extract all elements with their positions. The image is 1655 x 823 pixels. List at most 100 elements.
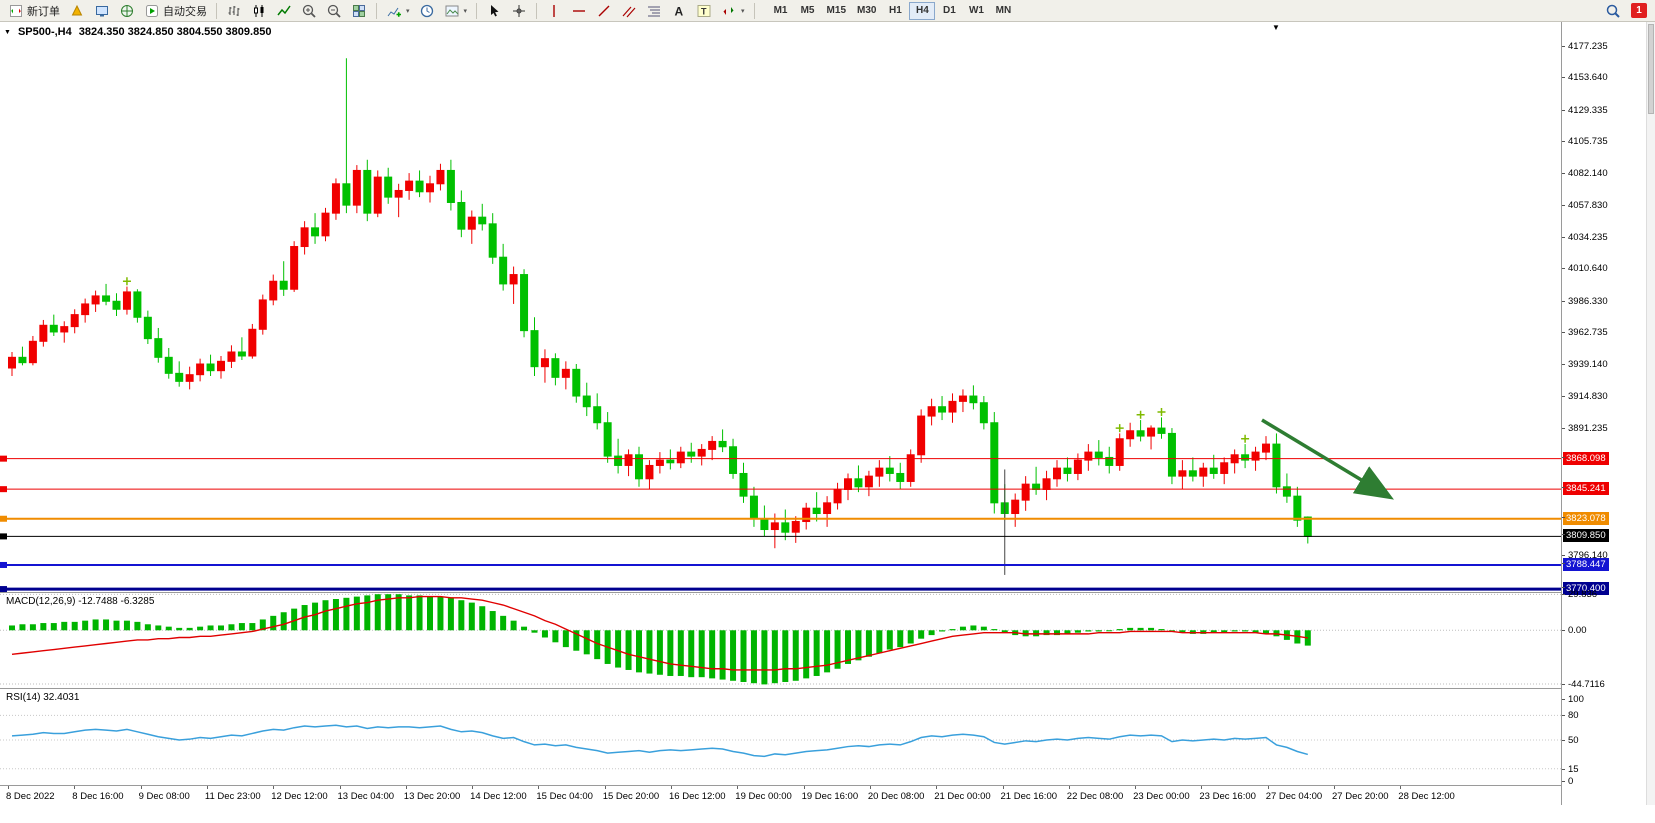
rsi-axis-label: 15	[1568, 763, 1579, 775]
line-chart-button[interactable]	[272, 1, 296, 21]
crosshair-button[interactable]	[507, 1, 531, 21]
dropdown-caret-icon: ▾	[406, 7, 410, 15]
candle-body	[1073, 459, 1082, 474]
profiles-button[interactable]	[65, 1, 89, 21]
horizontal-line-button[interactable]	[567, 1, 591, 21]
time-axis[interactable]: 8 Dec 2022 8 Dec 16:00 9 Dec 08:00 11 Dec 2…	[0, 786, 1561, 805]
time-tick	[936, 786, 938, 789]
candle-body	[676, 451, 685, 464]
time-tick	[206, 786, 208, 789]
candle-body	[457, 201, 466, 230]
candle-body	[373, 176, 382, 214]
timeframe-d1-button[interactable]: D1	[936, 2, 962, 20]
macd-bar	[458, 600, 465, 631]
timeframe-mn-button[interactable]: MN	[990, 2, 1016, 20]
chart-shift-marker[interactable]: ▼	[1272, 23, 1280, 32]
panel-separator[interactable]	[0, 688, 1655, 689]
macd-bar	[813, 630, 820, 676]
axis-tick	[1562, 740, 1565, 741]
rsi-line	[11, 724, 1309, 758]
axis-tick	[1562, 427, 1565, 429]
macd-bar	[50, 623, 57, 631]
time-tick	[74, 786, 76, 789]
macd-bar	[207, 625, 214, 631]
time-tick	[1135, 786, 1137, 789]
main-chart-canvas[interactable]	[0, 22, 1561, 592]
label-tool-button[interactable]: T	[692, 1, 716, 21]
label-tool-icon: T	[697, 4, 711, 17]
macd-bar	[552, 630, 559, 643]
chart-menu-icon[interactable]: ▼	[4, 28, 11, 36]
timeframe-w1-button[interactable]: W1	[963, 2, 989, 20]
panel-separator[interactable]	[0, 592, 1655, 593]
zoom-in-button[interactable]	[297, 1, 321, 21]
candle-body	[499, 256, 508, 285]
vertical-line-button[interactable]	[542, 1, 566, 21]
candle-body	[70, 314, 79, 328]
timeframe-m15-button[interactable]: M15	[822, 2, 851, 20]
clock-icon	[420, 4, 433, 17]
axis-tick	[1562, 684, 1565, 686]
market-watch-button[interactable]	[90, 1, 114, 21]
auto-trading-button[interactable]: 自动交易	[140, 1, 211, 21]
macd-bar	[1064, 630, 1071, 634]
cone-icon	[71, 4, 83, 15]
timeframe-m1-button[interactable]: M1	[768, 2, 794, 20]
price-axis[interactable]: 4177.235 4153.640 4129.335 4105.735 4082.140…	[1562, 22, 1646, 805]
macd-bar	[500, 615, 507, 631]
candlestick-chart-button[interactable]	[247, 1, 271, 21]
macd-bar	[897, 630, 904, 648]
macd-bar	[134, 621, 141, 631]
time-label: 13 Dec 20:00	[403, 791, 461, 802]
macd-bar	[395, 594, 402, 631]
notification-badge[interactable]: 1	[1631, 3, 1647, 18]
arrows-tool-button[interactable]: ▾	[717, 1, 749, 21]
candle-body	[217, 360, 225, 372]
timeframe-m30-button[interactable]: M30	[852, 2, 881, 20]
macd-bar	[583, 630, 590, 655]
tile-windows-icon	[353, 4, 365, 17]
tile-windows-button[interactable]	[347, 1, 371, 21]
navigator-button[interactable]	[115, 1, 139, 21]
bar-chart-button[interactable]	[222, 1, 246, 21]
level-left-tag	[0, 533, 7, 540]
fibonacci-button[interactable]	[642, 1, 666, 21]
axis-tick	[1562, 594, 1565, 596]
macd-panel-canvas[interactable]	[0, 593, 1561, 688]
candle-body	[405, 180, 414, 191]
search-button[interactable]	[1601, 1, 1625, 21]
axis-tick	[1562, 781, 1565, 782]
rsi-panel-canvas[interactable]	[0, 689, 1561, 785]
scrollbar-thumb[interactable]	[1648, 24, 1654, 114]
vertical-scrollbar[interactable]	[1646, 22, 1655, 805]
macd-bar	[1148, 627, 1155, 631]
channel-button[interactable]	[617, 1, 641, 21]
plus-marker	[1115, 424, 1124, 433]
dropdown-caret-icon: ▾	[741, 7, 745, 15]
text-tool-button[interactable]: A	[667, 1, 691, 21]
candle-body	[258, 299, 267, 330]
candle-body	[91, 295, 100, 305]
candle-body	[1147, 427, 1156, 437]
zoom-out-button[interactable]	[322, 1, 346, 21]
panel-separator	[0, 785, 1655, 786]
price-level-label: 3770.400	[1563, 582, 1609, 596]
candle-body	[833, 488, 842, 504]
cursor-button[interactable]	[482, 1, 506, 21]
crosshair-icon	[513, 4, 526, 17]
time-label: 9 Dec 08:00	[138, 791, 190, 802]
periods-clock-button[interactable]	[415, 1, 439, 21]
add-indicator-button[interactable]: ▾	[382, 1, 414, 21]
timeframe-m5-button[interactable]: M5	[795, 2, 821, 20]
new-order-button[interactable]: 新订单	[4, 1, 64, 21]
new-order-icon	[10, 4, 22, 17]
macd-bar	[123, 620, 130, 631]
rsi-axis-label: 80	[1568, 710, 1579, 722]
candle-body	[237, 351, 246, 357]
candle-body	[948, 400, 957, 413]
timeframe-h4-button[interactable]: H4	[909, 1, 936, 20]
plus-marker	[1136, 410, 1145, 419]
trendline-button[interactable]	[592, 1, 616, 21]
template-button[interactable]: ▾	[440, 1, 472, 21]
timeframe-h1-button[interactable]: H1	[882, 2, 908, 20]
